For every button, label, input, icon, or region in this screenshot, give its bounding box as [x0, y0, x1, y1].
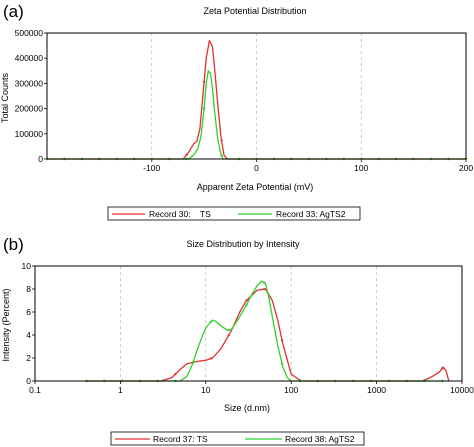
chart-a-x-axis-label: Apparent Zeta Potential (mV) [197, 182, 314, 192]
chart-b-data-point [441, 367, 444, 370]
chart-a-y-tick-label: 0 [38, 154, 43, 164]
chart-b-data-point [227, 328, 230, 332]
chart-a-series-line-agts2 [47, 70, 466, 160]
chart-b-x-axis-label: Size (d.nm) [224, 403, 270, 413]
chart-b-x-tick-label: 1000 [367, 385, 386, 395]
chart-b-data-point [174, 372, 177, 376]
chart-b-series-line-agts2 [86, 280, 444, 382]
chart-b-legend-label-agts2: Record 38: AgTS2 [285, 434, 355, 444]
chart-b-y-tick-label: 8 [26, 284, 31, 294]
chart-b-legend-label-ts: Record 37: TS [153, 434, 208, 444]
chart-a-y-tick-label: 300000 [15, 78, 44, 88]
chart-a-x-tick-label: 0 [254, 163, 259, 173]
chart-a-y-tick-label: 100000 [15, 129, 44, 139]
chart-b-y-tick-label: 6 [26, 307, 31, 317]
panel-a-label: (a) [3, 2, 24, 21]
chart-a-legend: Record 30: TS Record 33: AgTS2 [107, 206, 361, 221]
chart-b-data-point [280, 339, 284, 342]
chart-b-y-axis-label: Intensity (Percent) [1, 288, 11, 361]
chart-b-y-tick-label: 0 [26, 376, 31, 386]
chart-b-y-tick-label: 10 [22, 261, 32, 271]
chart-a-grid [151, 33, 362, 159]
chart-b-x-tick-label: 10000 [450, 385, 474, 395]
chart-a-legend-box [107, 206, 361, 221]
chart-a-x-tick-label: -100 [143, 163, 160, 173]
chart-a-legend-label-ts: Record 30: TS [149, 209, 211, 219]
chart-b-x-tick-label: 10 [201, 385, 211, 395]
chart-b-x-tick-label: 100 [284, 385, 298, 395]
chart-a-ticks: -100 0 100 200 0 100000 200000 300000 400000 5000… [15, 28, 474, 173]
panel-a: (a) Zeta Potential Distribution Total Co… [0, 2, 474, 221]
chart-a-series-line-ts [47, 39, 466, 160]
chart-a-x-tick-label: 100 [354, 163, 368, 173]
chart-b-legend: Record 37: TS Record 38: AgTS2 [110, 431, 365, 446]
chart-a-series [45, 39, 468, 161]
chart-b-ticks: 0.1 1 10 100 1000 10000 0 2 4 6 8 10 [22, 261, 474, 395]
chart-a-y-tick-label: 200000 [15, 104, 44, 114]
chart-a-x-tick-label: 200 [459, 163, 473, 173]
chart-a-legend-label-agts2: Record 33: AgTS2 [276, 209, 346, 219]
chart-b-data-point [263, 287, 266, 291]
chart-a-y-tick-label: 500000 [15, 28, 44, 38]
chart-b-x-tick-label: 1 [118, 385, 123, 395]
chart-a-data-point [220, 139, 223, 142]
chart-b-series [85, 280, 450, 383]
chart-b-data-point [209, 320, 213, 323]
panel-b: (b) Size Distribution by Intensity Inten… [1, 235, 474, 446]
chart-b-x-tick-label: 0.1 [29, 385, 41, 395]
chart-a-y-axis-label: Total Counts [0, 72, 10, 123]
chart-b-data-point [227, 333, 230, 337]
chart-a-data-point [185, 153, 188, 156]
chart-b-data-point [280, 362, 284, 366]
chart-b-title: Size Distribution by Intensity [186, 239, 300, 249]
chart-b-plot-frame [34, 265, 463, 382]
chart-a-data-point [220, 154, 223, 157]
chart-b-data-point [245, 299, 248, 302]
chart-b-data-point [245, 303, 248, 307]
chart-a-title: Zeta Potential Distribution [203, 6, 306, 16]
chart-b-y-tick-label: 4 [26, 330, 31, 340]
panel-b-label: (b) [3, 235, 24, 254]
chart-a-plot-frame [46, 32, 467, 160]
chart-a-data-point [202, 107, 206, 110]
chart-b-data-point [263, 281, 266, 284]
chart-b-grid [120, 266, 377, 381]
chart-b-series-line-ts [86, 288, 450, 382]
chart-b-data-point [209, 357, 213, 360]
chart-a-y-tick-label: 400000 [15, 53, 44, 63]
chart-b-data-point [191, 360, 195, 364]
chart-b-legend-box [110, 431, 365, 446]
chart-a-data-point [202, 80, 206, 83]
chart-b-y-tick-label: 2 [26, 353, 31, 363]
